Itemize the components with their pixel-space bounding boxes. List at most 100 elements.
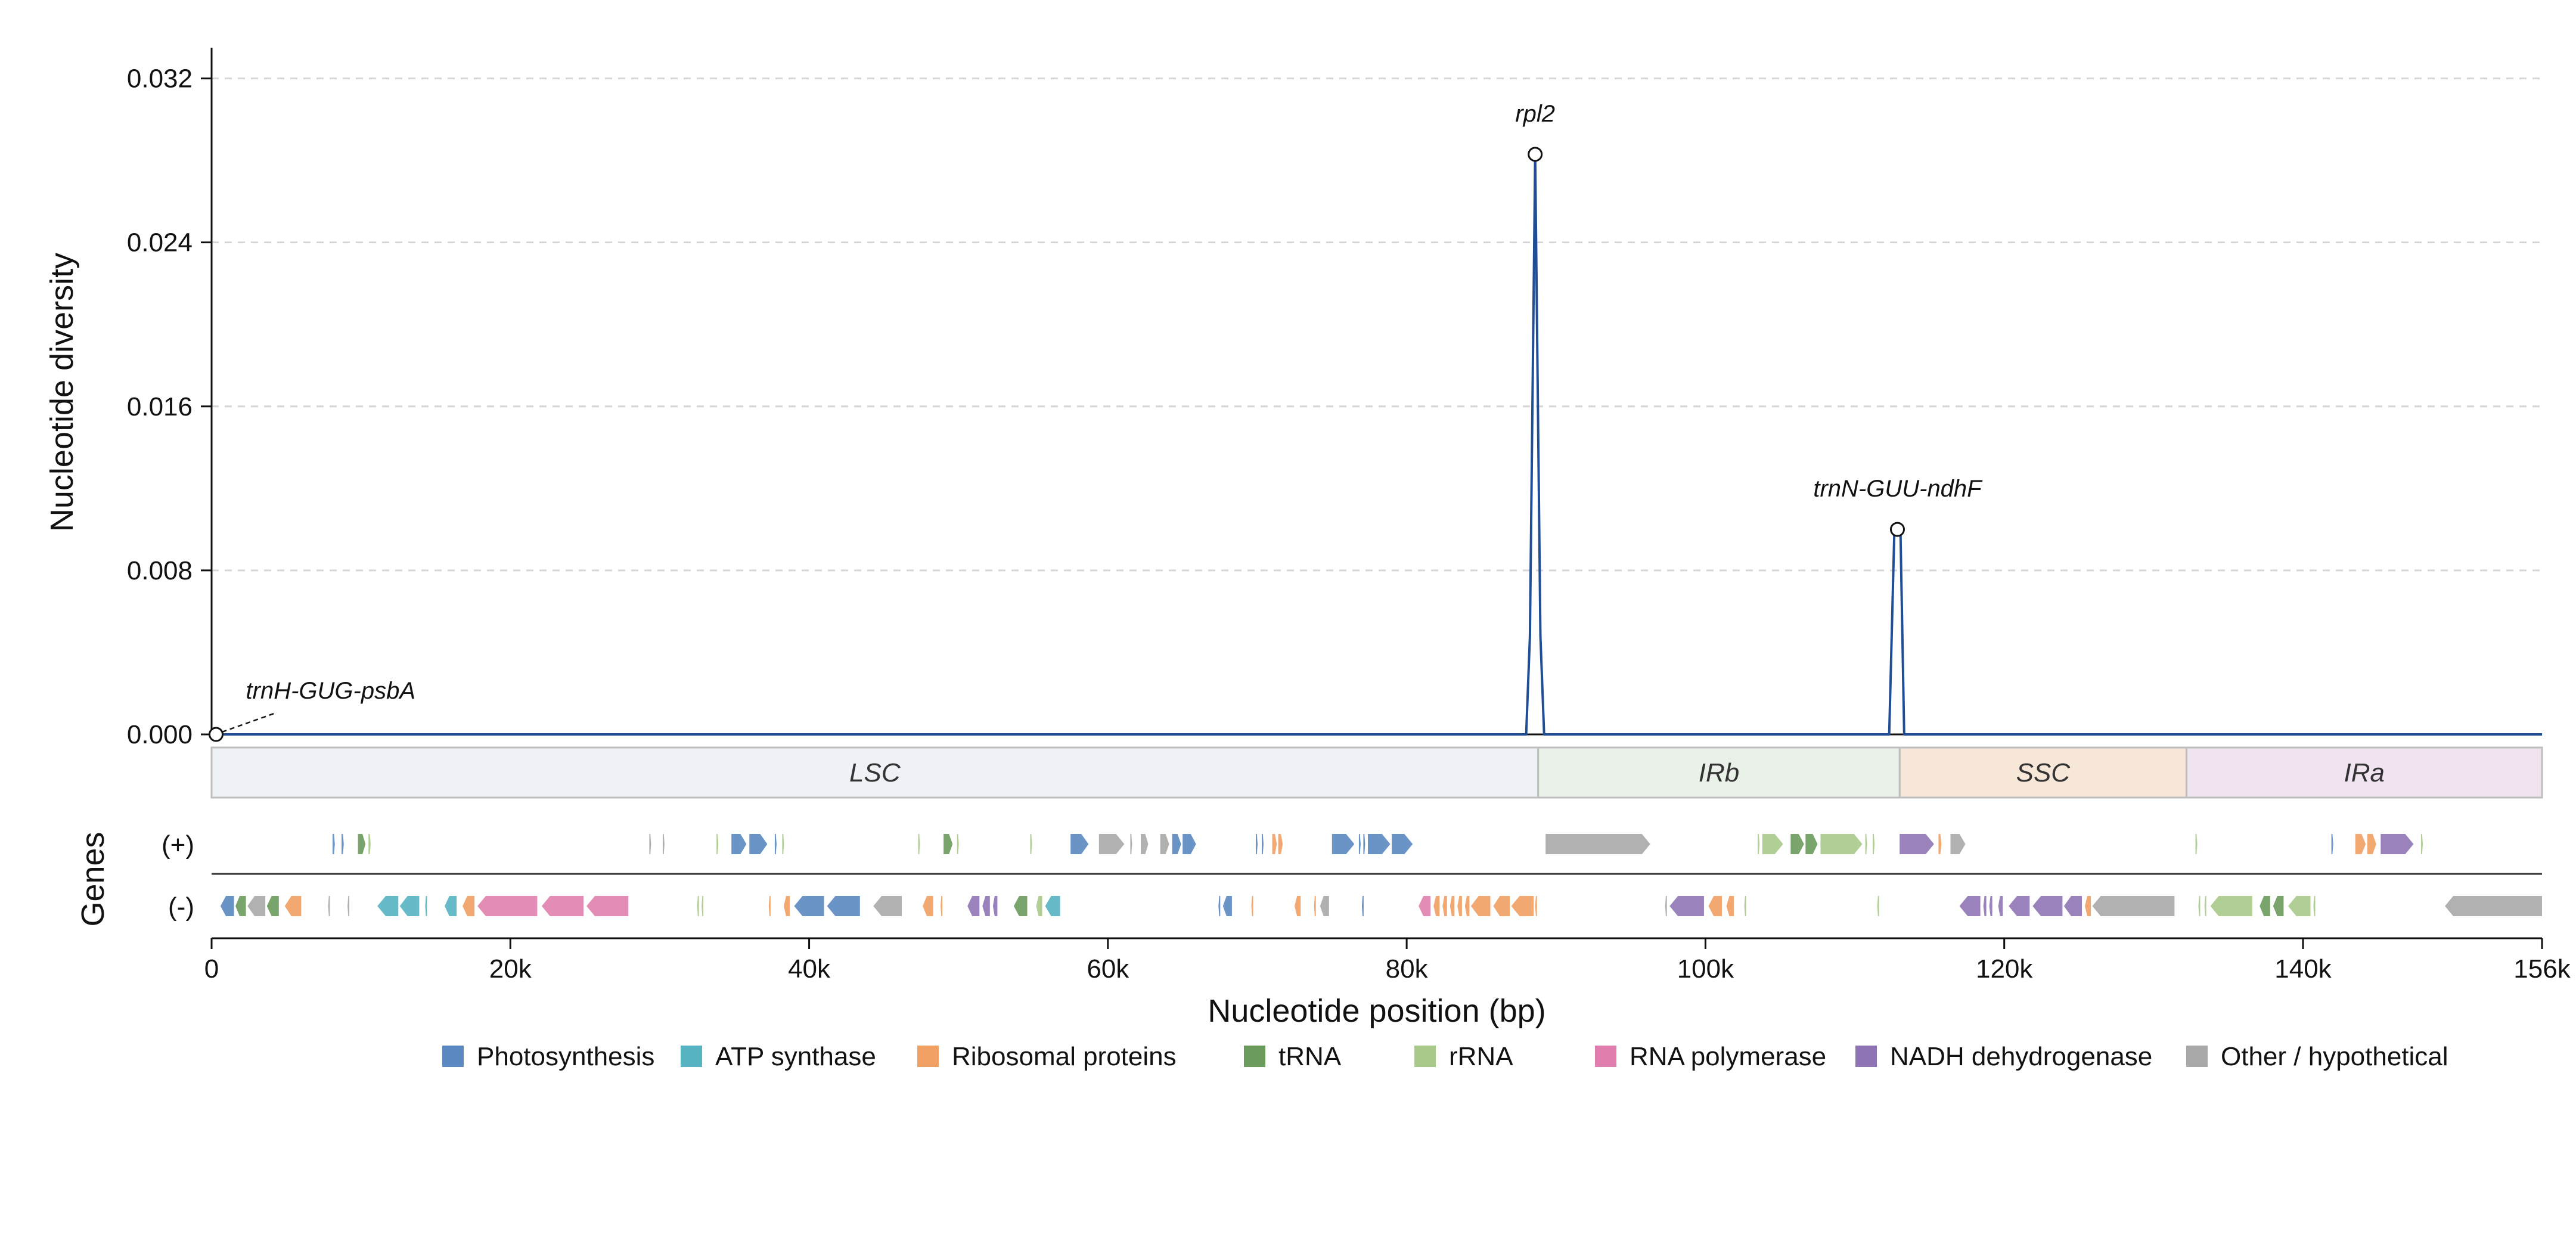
- gene-block: [1669, 896, 1704, 916]
- gene-block: [2009, 896, 2030, 916]
- gene-block: [1665, 896, 1667, 916]
- gene-block: [1358, 834, 1361, 854]
- gene-block: [967, 896, 980, 916]
- peak-annotations: rpl2 trnN-GUU-ndhF trnH-GUG-psbA: [209, 101, 1983, 742]
- x-tick-label: 80k: [1386, 954, 1429, 984]
- gene-block: [1070, 834, 1089, 854]
- gene-block: [2195, 834, 2198, 854]
- gene-block: [541, 896, 584, 916]
- gene-block: [1262, 834, 1264, 854]
- gene-block: [1938, 834, 1942, 854]
- legend-swatch: [1414, 1046, 1436, 1067]
- gene-block: [1511, 896, 1534, 916]
- gene-block: [1392, 834, 1413, 854]
- gene-block: [1036, 896, 1042, 916]
- gene-block: [2367, 834, 2376, 854]
- peak-label: rpl2: [1515, 101, 1555, 127]
- legend-label: NADH dehydrogenase: [1890, 1042, 2152, 1071]
- minus-strand-label: (-): [168, 892, 194, 922]
- gene-block: [1464, 896, 1470, 916]
- peak-leader: [222, 712, 276, 733]
- region-label: IRb: [1699, 758, 1739, 787]
- gene-block: [377, 896, 399, 916]
- gene-block: [1251, 896, 1253, 916]
- legend-label: Photosynthesis: [477, 1042, 654, 1071]
- region-ssc: [1898, 746, 2187, 799]
- y-tick-label: 0.032: [127, 64, 193, 94]
- peak-label: trnH-GUG-psbA: [246, 678, 416, 704]
- legend-swatch: [1855, 1046, 1877, 1067]
- x-tick-label: 20k: [489, 954, 532, 984]
- gene-block: [221, 896, 234, 916]
- y-tick-label: 0.008: [127, 556, 193, 585]
- gene-block: [2092, 896, 2175, 916]
- gene-block: [768, 896, 771, 916]
- gene-block: [1361, 896, 1364, 916]
- gene-tracks: [212, 834, 2542, 916]
- gene-block: [1762, 834, 1783, 854]
- peak-marker: [1889, 522, 1905, 537]
- gene-block: [1805, 834, 1818, 854]
- x-tick-label: 0: [204, 954, 219, 984]
- gene-block: [1900, 834, 1934, 854]
- legend-label: Ribosomal proteins: [952, 1042, 1177, 1071]
- gene-block: [944, 834, 953, 854]
- legend-label: ATP synthase: [715, 1042, 876, 1071]
- region-ira: [2185, 746, 2543, 799]
- legend-swatch: [1244, 1046, 1265, 1067]
- x-axis-title: Nucleotide position (bp): [1208, 993, 1545, 1029]
- region-lsc: [210, 746, 1540, 799]
- gene-block: [328, 896, 330, 916]
- y-axis-title: Nucleotide diversity: [44, 253, 80, 532]
- gene-block: [1708, 896, 1722, 916]
- gene-block: [1278, 834, 1283, 854]
- gene-block: [827, 896, 860, 916]
- gene-block: [1457, 896, 1462, 916]
- gene-block: [1726, 896, 1734, 916]
- gene-block: [2204, 896, 2206, 916]
- gene-block: [1160, 834, 1169, 854]
- gene-block: [941, 896, 943, 916]
- gene-block: [358, 834, 366, 854]
- gene-block: [1873, 834, 1875, 854]
- region-label: SSC: [2016, 758, 2071, 787]
- gene-block: [1045, 896, 1060, 916]
- gene-block: [266, 896, 279, 916]
- gene-block: [1256, 834, 1258, 854]
- gene-block: [368, 834, 371, 854]
- region-label: IRa: [2344, 758, 2384, 787]
- y-tick-label: 0.000: [127, 720, 193, 749]
- gene-block: [247, 896, 266, 916]
- gene-block: [2288, 896, 2311, 916]
- gene-block: [1332, 834, 1355, 854]
- y-tick-label: 0.024: [127, 228, 193, 258]
- gene-block: [2355, 834, 2366, 854]
- gene-block: [425, 896, 427, 916]
- gene-block: [1419, 896, 1431, 916]
- y-axis: 0.000 0.008 0.016 0.024 0.032: [127, 48, 2542, 749]
- gene-block: [1535, 896, 1537, 916]
- gene-block: [284, 896, 302, 916]
- x-tick-label: 120k: [1976, 954, 2033, 984]
- x-tick-label: 156k: [2513, 954, 2571, 984]
- genes-axis-title: Genes: [75, 832, 111, 926]
- gene-block: [235, 896, 246, 916]
- gene-block: [586, 896, 629, 916]
- gene-block: [1493, 896, 1510, 916]
- gene-block: [2313, 896, 2316, 916]
- gene-block: [794, 896, 824, 916]
- gene-block: [2085, 896, 2091, 916]
- gene-block: [923, 896, 933, 916]
- gene-block: [1820, 834, 1863, 854]
- gene-block: [1218, 896, 1221, 916]
- gene-block: [1950, 834, 1966, 854]
- gene-block: [2331, 834, 2333, 854]
- gene-block: [1877, 896, 1879, 916]
- gene-block: [2210, 896, 2252, 916]
- legend: Photosynthesis ATP synthase Ribosomal prot…: [442, 1042, 2448, 1071]
- gene-block: [1222, 896, 1232, 916]
- gene-block: [2381, 834, 2414, 854]
- gene-block: [2260, 896, 2270, 916]
- gene-block: [784, 896, 790, 916]
- gene-block: [1363, 834, 1365, 854]
